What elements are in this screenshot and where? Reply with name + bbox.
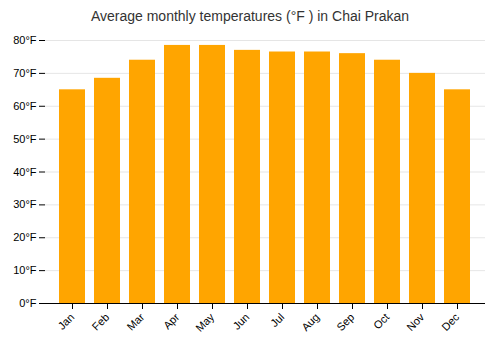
- svg-text:Mar: Mar: [125, 311, 147, 333]
- svg-text:Aug: Aug: [299, 311, 321, 333]
- svg-text:0°F: 0°F: [19, 297, 37, 309]
- svg-text:Jul: Jul: [268, 311, 286, 329]
- svg-text:Dec: Dec: [439, 310, 462, 333]
- svg-text:Apr: Apr: [161, 311, 182, 332]
- svg-text:Nov: Nov: [404, 310, 427, 333]
- svg-text:10°F: 10°F: [13, 264, 37, 276]
- svg-text:60°F: 60°F: [13, 100, 37, 112]
- svg-text:80°F: 80°F: [13, 34, 37, 46]
- svg-text:40°F: 40°F: [13, 166, 37, 178]
- svg-text:Jan: Jan: [55, 311, 76, 332]
- html-text:Average monthly temperatures (: Average monthly temperatures (°F ) in Ch…: [90, 8, 410, 24]
- svg-text:20°F: 20°F: [13, 231, 37, 243]
- svg-text:50°F: 50°F: [13, 133, 37, 145]
- svg-text:May: May: [193, 310, 217, 334]
- svg-text:Oct: Oct: [371, 311, 392, 332]
- svg-text:70°F: 70°F: [13, 67, 37, 79]
- svg-text:30°F: 30°F: [13, 198, 37, 210]
- svg-text:Feb: Feb: [90, 311, 112, 333]
- svg-text:Sep: Sep: [334, 311, 356, 333]
- svg-text:Jun: Jun: [230, 311, 251, 332]
